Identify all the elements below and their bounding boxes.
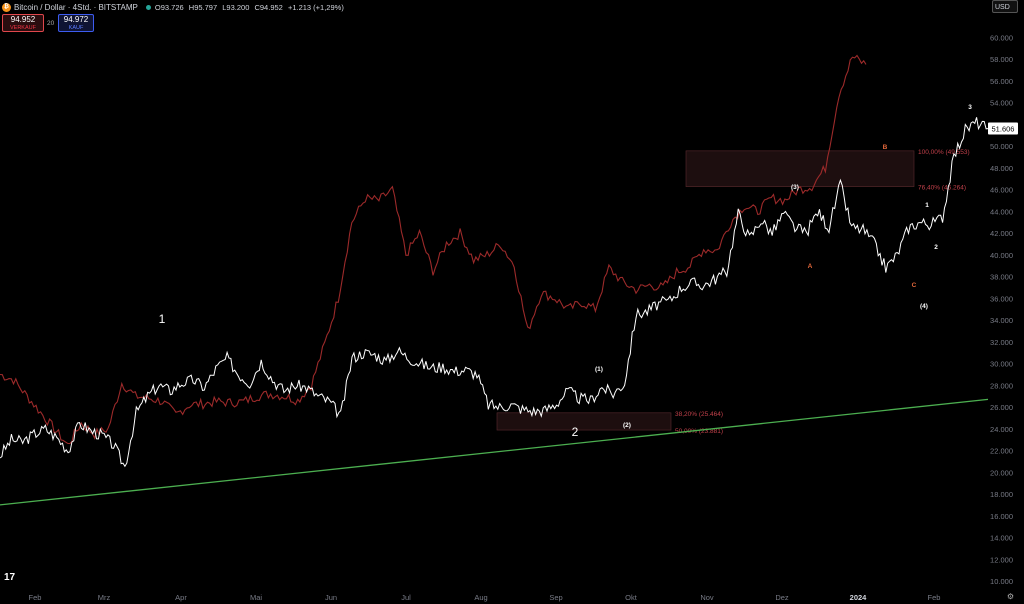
y-tick-label: 20.000 <box>990 468 1013 477</box>
wave-label: 1 <box>925 202 929 209</box>
buy-price: 94.972 <box>63 15 89 24</box>
fib-level-label: 50,00% (23.881) <box>675 428 723 435</box>
sell-label: VERKAUF <box>10 25 36 31</box>
x-tick-label: Jul <box>401 593 411 602</box>
wave-label: (3) <box>791 184 799 191</box>
y-tick-label: 44.000 <box>990 207 1013 216</box>
symbol-header: ₿ Bitcoin / Dollar · 4Std. · BITSTAMP O9… <box>2 1 347 13</box>
y-tick-label: 36.000 <box>990 294 1013 303</box>
y-tick-label: 18.000 <box>990 490 1013 499</box>
x-tick-label: Mrz <box>98 593 111 602</box>
wave-label: (1) <box>595 366 603 373</box>
y-tick-label: 12.000 <box>990 555 1013 564</box>
y-tick-label: 54.000 <box>990 99 1013 108</box>
x-tick-label: Okt <box>625 593 638 602</box>
y-tick-label: 38.000 <box>990 273 1013 282</box>
last-price-label: 51.606 <box>992 125 1015 134</box>
price-change: +1.213 (+1,29%) <box>287 2 344 12</box>
y-tick-label: 32.000 <box>990 338 1013 347</box>
sell-price: 94.952 <box>10 15 36 24</box>
y-tick-label: 34.000 <box>990 316 1013 325</box>
bitcoin-logo-icon: ₿ <box>2 2 11 12</box>
y-tick-label: 50.000 <box>990 142 1013 151</box>
x-tick-label: Jun <box>325 593 337 602</box>
ohlc-readout: O93.726 H95.797 L93.200 C94.952 +1.213 (… <box>154 2 344 12</box>
overlay-series-line <box>0 54 867 445</box>
wave-label: 1 <box>159 312 166 326</box>
wave-label: A <box>808 263 813 270</box>
spread-value: 20 <box>47 20 55 27</box>
sell-button[interactable]: 94.952 VERKAUF <box>2 14 44 32</box>
settings-gear-icon[interactable]: ⚙ <box>1006 592 1014 601</box>
y-tick-label: 56.000 <box>990 77 1013 86</box>
y-tick-label: 46.000 <box>990 186 1013 195</box>
x-tick-label: Feb <box>928 593 941 602</box>
y-tick-label: 60.000 <box>990 33 1013 42</box>
buy-label: KAUF <box>68 25 84 31</box>
tradingview-logo-icon[interactable]: 17 <box>4 572 16 583</box>
x-tick-label: 2024 <box>850 593 868 602</box>
y-tick-label: 26.000 <box>990 403 1013 412</box>
market-open-dot-icon <box>145 4 151 10</box>
x-tick-label: Apr <box>175 593 187 602</box>
x-tick-label: Nov <box>700 593 714 602</box>
y-tick-label: 58.000 <box>990 55 1013 64</box>
wave-label: B <box>883 144 888 151</box>
x-tick-label: Aug <box>474 593 487 602</box>
x-tick-label: Feb <box>29 593 42 602</box>
wave-label: 3 <box>968 104 972 111</box>
y-tick-label: 24.000 <box>990 425 1013 434</box>
symbol-title[interactable]: Bitcoin / Dollar · 4Std. · BITSTAMP <box>14 2 138 12</box>
wave-label: (2) <box>623 422 631 429</box>
price-series-line <box>0 117 989 468</box>
currency-select[interactable]: USD <box>992 0 1018 13</box>
x-tick-label: Dez <box>775 593 789 602</box>
fib-level-label: 38,20% (25.464) <box>675 411 723 418</box>
wave-label: C <box>912 282 917 289</box>
fib-zone-lower <box>496 412 672 431</box>
trend-line <box>0 398 989 506</box>
y-tick-label: 30.000 <box>990 360 1013 369</box>
buy-button[interactable]: 94.972 KAUF <box>58 14 94 32</box>
fib-zone-upper <box>685 150 915 187</box>
y-tick-label: 16.000 <box>990 512 1013 521</box>
y-tick-label: 40.000 <box>990 251 1013 260</box>
y-tick-label: 42.000 <box>990 229 1013 238</box>
fib-level-label: 100,00% (49.553) <box>918 149 970 156</box>
y-tick-label: 22.000 <box>990 447 1013 456</box>
fib-level-label: 76,40% (46.264) <box>918 185 966 192</box>
x-tick-label: Sep <box>549 593 562 602</box>
x-tick-label: Mai <box>250 593 262 602</box>
y-tick-label: 14.000 <box>990 534 1013 543</box>
wave-label: (4) <box>920 303 928 310</box>
wave-label: 2 <box>572 425 579 439</box>
y-tick-label: 10.000 <box>990 577 1013 586</box>
last-price-tag <box>988 122 1018 135</box>
y-tick-label: 28.000 <box>990 381 1013 390</box>
y-tick-label: 48.000 <box>990 164 1013 173</box>
wave-label: 2 <box>934 244 938 251</box>
